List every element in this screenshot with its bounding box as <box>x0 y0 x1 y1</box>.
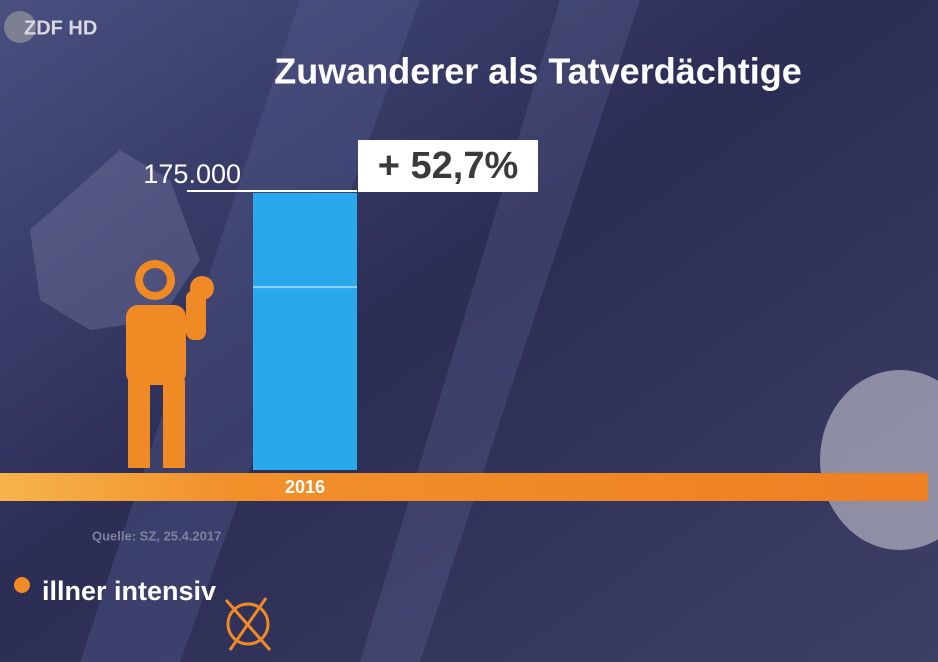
background-hand <box>820 370 938 550</box>
person-icon <box>126 260 214 468</box>
annotation-box <box>358 140 538 192</box>
logo-circle <box>4 11 36 43</box>
chart-title: Zuwanderer als Tatverdächtige <box>274 51 802 92</box>
value-label: 175.000 <box>143 159 241 189</box>
source: Quelle: SZ, 25.4.2017 <box>92 528 221 543</box>
branding-mark <box>226 602 270 646</box>
branding: illner intensiv <box>42 576 216 606</box>
annotation: + 52,7% <box>378 145 519 187</box>
x-axis-band <box>0 473 928 501</box>
logo: ZDF HD <box>24 17 97 39</box>
branding-dot <box>14 577 30 593</box>
map-shape <box>30 150 200 330</box>
x-tick-label: 2016 <box>285 477 325 497</box>
bar <box>253 193 357 470</box>
